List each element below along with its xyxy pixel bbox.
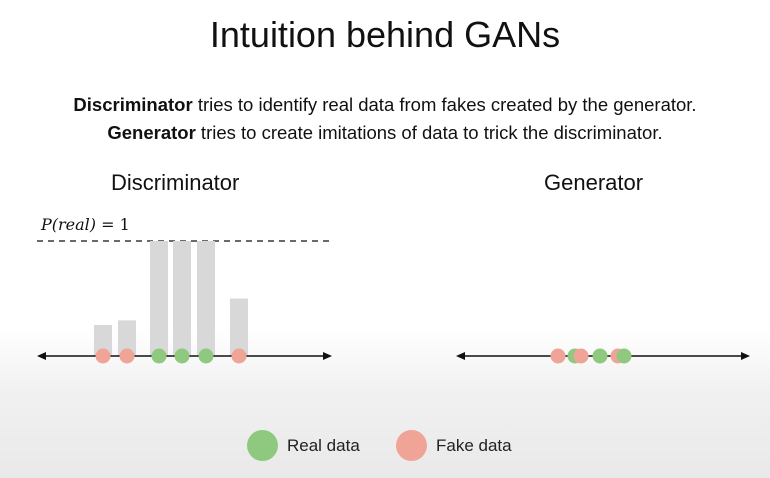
generator-term: Generator: [107, 122, 196, 143]
legend-fake: Fake data: [396, 430, 512, 461]
discriminator-panel-title: Discriminator: [111, 170, 240, 195]
real-data-point: [151, 348, 167, 364]
fake-data-dot-icon: [396, 430, 427, 461]
legend-real-label: Real data: [287, 435, 360, 455]
discriminator-term: Discriminator: [73, 94, 193, 115]
fake-data-point: [119, 348, 135, 364]
generator-axis-right-arrow-icon: [741, 352, 750, 360]
probability-bar: [150, 241, 168, 356]
threshold-label-value: = 1: [101, 215, 130, 234]
real-data-point: [592, 348, 608, 364]
description: Discriminator tries to identify real dat…: [0, 91, 770, 147]
fake-data-point: [550, 348, 566, 364]
real-data-point: [174, 348, 190, 364]
probability-bar: [118, 320, 136, 356]
real-data-point: [616, 348, 632, 364]
description-line-1: Discriminator tries to identify real dat…: [0, 91, 770, 119]
threshold-label-prefix: P(real): [41, 215, 102, 234]
fake-data-point: [231, 348, 247, 364]
generator-axis-left-arrow-icon: [456, 352, 465, 360]
real-data-point: [198, 348, 214, 364]
probability-bar: [173, 241, 191, 356]
discriminator-axis-right-arrow-icon: [323, 352, 332, 360]
fake-data-point: [95, 348, 111, 364]
probability-bar: [197, 241, 215, 356]
threshold-label: P(real) = 1: [41, 215, 130, 234]
generator-description: tries to create imitations of data to tr…: [195, 122, 663, 143]
fake-data-point: [573, 348, 589, 364]
discriminator-description: tries to identify real data from fakes c…: [192, 94, 697, 115]
real-data-dot-icon: [247, 430, 278, 461]
description-line-2: Generator tries to create imitations of …: [0, 119, 770, 147]
generator-panel-title: Generator: [544, 170, 644, 195]
slide-title: Intuition behind GANs: [209, 14, 561, 55]
probability-bar: [94, 324, 112, 356]
discriminator-axis-left-arrow-icon: [37, 352, 46, 360]
legend-real: Real data: [247, 430, 360, 461]
probability-bar: [230, 298, 248, 356]
legend-fake-label: Fake data: [436, 435, 512, 455]
